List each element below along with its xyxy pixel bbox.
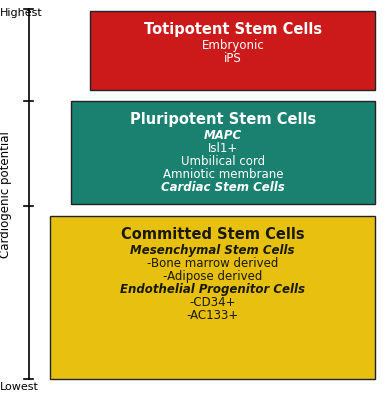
Text: Endothelial Progenitor Cells: Endothelial Progenitor Cells <box>120 283 305 296</box>
Text: MAPC: MAPC <box>204 128 243 141</box>
Text: Cardiac Stem Cells: Cardiac Stem Cells <box>161 180 285 193</box>
Text: -CD34+: -CD34+ <box>189 296 236 309</box>
Text: Pluripotent Stem Cells: Pluripotent Stem Cells <box>130 111 316 126</box>
Text: Highest: Highest <box>0 8 43 18</box>
Text: -AC133+: -AC133+ <box>187 309 239 322</box>
Text: Amniotic membrane: Amniotic membrane <box>163 167 283 180</box>
Text: -Bone marrow derived: -Bone marrow derived <box>147 257 278 270</box>
Text: -Adipose derived: -Adipose derived <box>163 270 263 283</box>
Text: Lowest: Lowest <box>0 381 39 391</box>
Text: Umbilical cord: Umbilical cord <box>181 154 265 167</box>
Text: Totipotent Stem Cells: Totipotent Stem Cells <box>144 22 322 37</box>
FancyBboxPatch shape <box>50 217 375 379</box>
Text: Committed Stem Cells: Committed Stem Cells <box>121 227 305 242</box>
Text: Mesenchymal Stem Cells: Mesenchymal Stem Cells <box>131 244 295 257</box>
FancyBboxPatch shape <box>90 12 375 91</box>
Text: iPS: iPS <box>224 52 242 65</box>
FancyBboxPatch shape <box>71 101 375 205</box>
Text: Isl1+: Isl1+ <box>208 141 238 154</box>
Text: Embryonic: Embryonic <box>202 39 264 52</box>
Text: Cardiogenic potential: Cardiogenic potential <box>0 131 12 258</box>
